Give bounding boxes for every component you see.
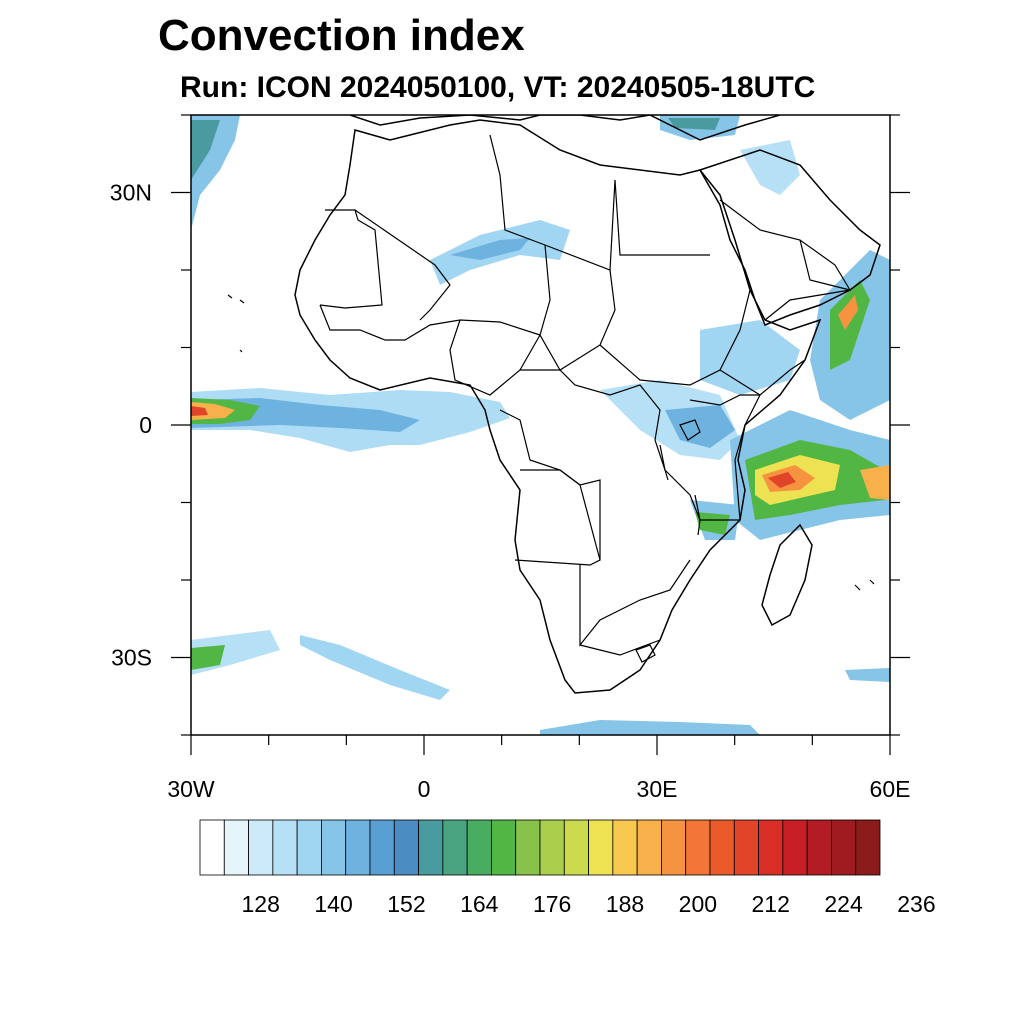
colorbar-swatch: [345, 819, 371, 876]
colorbar: [199, 819, 881, 876]
colorbar-swatch: [369, 819, 395, 876]
border-chad-sudan: [539, 244, 616, 371]
colorbar-swatch: [709, 819, 735, 876]
colorbar-label: 176: [533, 891, 571, 917]
border-sudan: [599, 289, 751, 386]
convection-area-cyclone-eye: [768, 472, 796, 488]
lon-label: 60E: [870, 776, 911, 802]
convection-area-south-atlantic-band: [300, 635, 450, 700]
colorbar-label: 236: [897, 891, 935, 917]
lake-victoria: [679, 419, 701, 441]
convection-area-atlantic-itcz-max: [191, 406, 208, 416]
border-arabia: [719, 199, 851, 321]
lon-label: 0: [418, 776, 431, 802]
colorbar-swatch: [223, 819, 249, 876]
convection-area-arabian-sea-core: [830, 280, 870, 370]
border-libya-egypt: [614, 179, 710, 256]
border-angola: [514, 469, 601, 566]
europe-coastline: [349, 115, 781, 141]
colorbar-swatch: [758, 819, 784, 876]
convection-field: [191, 115, 890, 735]
colorbar-label: 140: [314, 891, 352, 917]
axis-tick-labels: 30W 0 30E 60E 30N 0 30S: [110, 180, 911, 803]
canary-islands: [227, 294, 245, 304]
convection-area-east-edge: [860, 465, 890, 500]
colorbar-label: 164: [460, 891, 499, 917]
colorbar-swatch: [442, 819, 468, 876]
border-central-africa: [520, 369, 666, 471]
colorbar-swatch: [636, 819, 662, 876]
axis-ticks: [171, 114, 910, 755]
border-ethiopia-somalia: [719, 359, 806, 396]
convection-area-lake-victoria: [665, 405, 735, 448]
convection-area-arabia: [740, 140, 800, 195]
colorbar-swatch: [393, 819, 419, 876]
colorbar-swatch: [539, 819, 565, 876]
convection-area-south-atlantic-core: [191, 645, 225, 670]
map-subtitle: Run: ICON 2024050100, VT: 20240505-18UTC: [180, 71, 816, 104]
convection-area-southern-ocean: [540, 720, 760, 735]
lat-label: 30N: [110, 180, 152, 206]
colorbar-swatch: [733, 819, 759, 876]
convection-area-southern-east: [845, 668, 890, 682]
border-algeria-libya: [489, 134, 616, 271]
lakes-and-islands: [227, 294, 875, 591]
colorbar-swatch: [491, 819, 517, 876]
colorbar-swatch: [612, 819, 638, 876]
lon-label: 30W: [167, 776, 215, 802]
colorbar-swatch: [272, 819, 298, 876]
colorbar-swatch: [199, 819, 225, 876]
country-borders: [319, 134, 851, 663]
colorbar-label: 212: [752, 891, 790, 917]
convection-area-mozambique-core: [695, 512, 730, 535]
colorbar-swatch: [321, 819, 347, 876]
border-mali-niger: [354, 209, 451, 321]
colorbar-label: 224: [824, 891, 863, 917]
border-south-africa: [579, 639, 661, 656]
colorbar-swatch: [782, 819, 808, 876]
colorbar-swatch: [855, 819, 881, 876]
mascarene: [854, 579, 875, 591]
map-title: Convection index: [158, 11, 525, 60]
border-southern-africa: [579, 559, 691, 647]
lake-malawi: [694, 494, 701, 536]
colorbar-swatch: [563, 819, 589, 876]
border-lesotho: [635, 644, 656, 663]
convection-area-mediterranean-core: [668, 118, 720, 130]
border-nigeria: [449, 319, 541, 396]
madagascar-coastline: [761, 523, 813, 627]
colorbar-swatch: [296, 819, 322, 876]
colorbar-swatch: [661, 819, 687, 876]
colorbar-swatch: [515, 819, 541, 876]
colorbar-swatch: [466, 819, 492, 876]
colorbar-label: 128: [242, 891, 280, 917]
convection-area-arabian-sea-peak: [838, 295, 858, 330]
arabia-coastline: [698, 149, 881, 326]
colorbar-swatch: [418, 819, 444, 876]
colorbar-swatch: [685, 819, 711, 876]
lat-label: 0: [139, 412, 152, 438]
convection-area-atlantic-itcz-peak: [191, 402, 235, 420]
cape-verde: [239, 349, 243, 353]
lat-label: 30S: [111, 645, 152, 671]
colorbar-label: 188: [606, 891, 644, 917]
border-arabia-east: [799, 239, 851, 291]
colorbar-label: 200: [679, 891, 717, 917]
lon-label: 30E: [637, 776, 678, 802]
border-west-africa: [319, 304, 541, 341]
convection-area-horn-of-africa: [700, 320, 800, 395]
colorbar-swatch: [588, 819, 614, 876]
border-sahara-west: [319, 209, 383, 309]
colorbar-swatch: [831, 819, 857, 876]
colorbar-swatch: [806, 819, 832, 876]
convection-area-northwest-core: [191, 120, 220, 180]
colorbar-label: 152: [387, 891, 425, 917]
colorbar-labels: 128 140 152 164 176 188 200 212 224 236: [242, 891, 936, 917]
lake-tanganyika: [659, 444, 669, 481]
border-east-africa: [664, 394, 761, 521]
colorbar-swatch: [248, 819, 274, 876]
convection-area-sahara-core: [450, 238, 530, 260]
